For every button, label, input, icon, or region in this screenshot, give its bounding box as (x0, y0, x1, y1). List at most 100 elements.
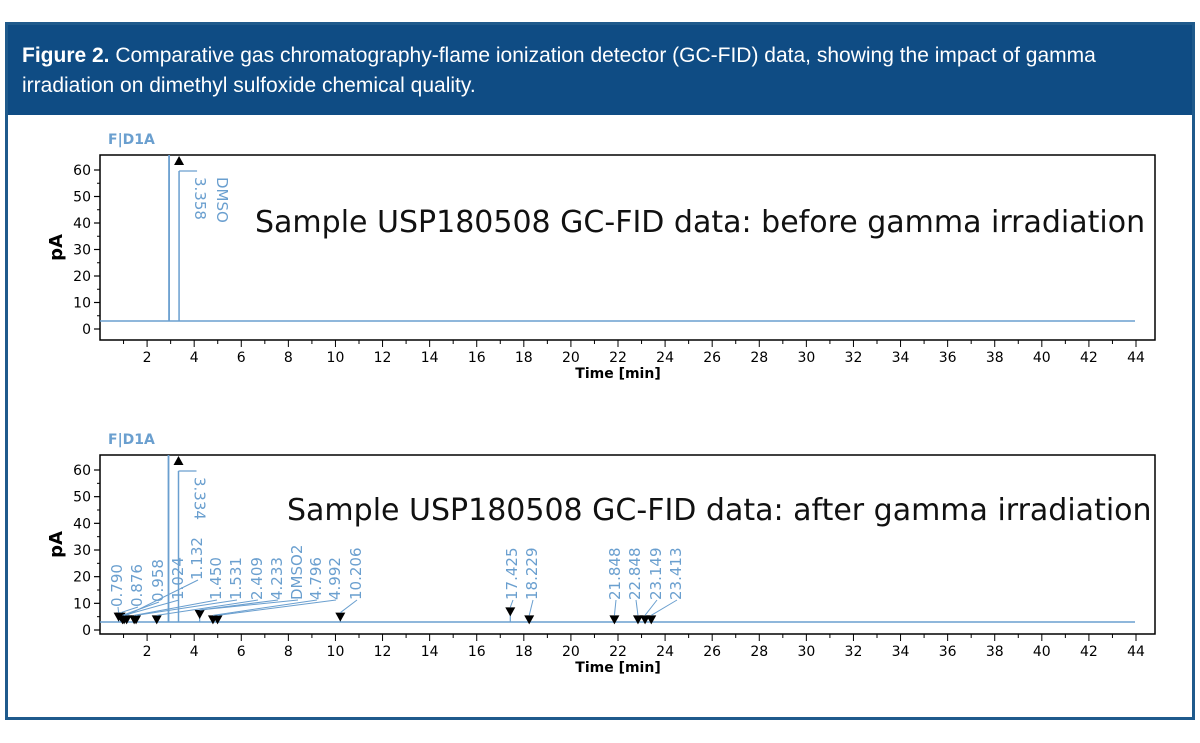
peak-marker (524, 615, 535, 625)
x-tick-label: 10 (327, 644, 345, 660)
y-tick-label: 20 (73, 269, 91, 285)
x-tick-label: 26 (703, 350, 721, 366)
y-tick-label: 10 (73, 296, 91, 312)
x-tick-label: 16 (468, 644, 486, 660)
label-leader (135, 599, 238, 616)
peak-marker (151, 615, 162, 625)
x-tick-label: 22 (609, 350, 627, 366)
y-tick-label: 50 (73, 490, 91, 506)
plot-frame (99, 454, 1156, 635)
x-tick-label: 8 (284, 350, 293, 366)
signal-label: F|D1A (108, 432, 155, 448)
x-tick-label: 6 (237, 644, 246, 660)
label-leader (156, 599, 259, 616)
x-tick-label: 44 (1127, 350, 1145, 366)
label-leader (613, 599, 617, 616)
figure-caption: Figure 2. Comparative gas chromatography… (8, 25, 1192, 115)
peak-label: 0.790 (108, 564, 126, 607)
peak-marker (121, 615, 132, 625)
peak-label: 0.958 (149, 559, 167, 602)
label-leader (509, 599, 514, 608)
peak-label: 21.848 (606, 548, 624, 601)
x-tick-label: 20 (562, 350, 580, 366)
x-tick-label: 2 (143, 350, 152, 366)
y-tick-label: 30 (73, 243, 91, 259)
peak-label: 10.206 (347, 548, 365, 601)
figure-frame: Figure 2. Comparative gas chromatography… (5, 22, 1195, 720)
peak-marker (173, 456, 184, 465)
label-leader (123, 599, 180, 616)
x-tick-label: 6 (237, 350, 246, 366)
x-tick-label: 30 (797, 644, 815, 660)
y-axis-title: pA (46, 234, 67, 261)
x-tick-label: 12 (374, 350, 392, 366)
label-leader (644, 599, 658, 616)
label-leader (528, 599, 534, 616)
x-tick-label: 14 (421, 644, 439, 660)
chart-annotation: Sample USP180508 GC-FID data: before gam… (255, 205, 1145, 240)
x-tick-label: 28 (750, 644, 768, 660)
x-tick-label: 10 (327, 350, 345, 366)
y-tick-label: 60 (73, 463, 91, 479)
x-tick-label: 28 (750, 350, 768, 366)
peak-marker (174, 156, 185, 165)
y-tick-label: 50 (73, 190, 91, 206)
peak-marker (335, 612, 346, 622)
peak-label: DMSO2 (288, 545, 306, 600)
x-tick-label: 36 (939, 644, 957, 660)
peak-marker (632, 615, 643, 625)
x-tick-label: 20 (562, 644, 580, 660)
x-tick-label: 34 (892, 350, 910, 366)
x-tick-label: 44 (1127, 644, 1145, 660)
figure-caption-text: Comparative gas chromatography-flame ion… (22, 44, 1096, 97)
peak-label: 1.024 (169, 557, 187, 600)
y-tick-label: 40 (73, 216, 91, 232)
peak-label: 1.132 (188, 537, 206, 580)
peak-label: DMSO (213, 177, 231, 223)
peak-marker (505, 607, 516, 617)
x-tick-label: 16 (468, 350, 486, 366)
x-tick-label: 36 (939, 350, 957, 366)
peak-label: 3.358 (191, 177, 209, 220)
label-leader (134, 599, 218, 616)
x-tick-label: 8 (284, 644, 293, 660)
y-tick-label: 0 (82, 322, 91, 338)
label-leader (120, 606, 139, 614)
x-tick-label: 2 (143, 644, 152, 660)
y-tick-label: 30 (73, 543, 91, 559)
x-tick-label: 42 (1080, 644, 1098, 660)
plot-frame (99, 154, 1156, 341)
x-tick-label: 30 (797, 350, 815, 366)
label-leader (117, 606, 120, 613)
x-tick-label: 4 (190, 644, 199, 660)
label-leader (651, 599, 678, 616)
y-tick-label: 20 (73, 570, 91, 586)
signal-label: F|D1A (108, 132, 155, 148)
x-tick-label: 38 (986, 350, 1004, 366)
x-tick-label: 40 (1033, 350, 1051, 366)
x-tick-label: 14 (421, 350, 439, 366)
x-tick-label: 34 (892, 644, 910, 660)
peak-label: 4.992 (326, 557, 344, 600)
peak-marker (609, 615, 620, 625)
x-tick-label: 12 (374, 644, 392, 660)
peak-label: 22.848 (626, 548, 644, 601)
x-tick-label: 4 (190, 350, 199, 366)
y-axis-title: pA (46, 531, 67, 558)
x-axis-title: Time [min] (575, 366, 660, 382)
peak-label: 18.229 (523, 548, 541, 601)
x-tick-label: 18 (515, 350, 533, 366)
y-tick-label: 40 (73, 516, 91, 532)
x-axis-title: Time [min] (575, 660, 660, 676)
label-leader (217, 599, 337, 616)
figure-label: Figure 2. (22, 44, 110, 67)
peak-label: 3.334 (191, 477, 209, 520)
x-tick-label: 32 (845, 644, 863, 660)
label-leader (126, 579, 199, 616)
peak-label: 1.531 (227, 557, 245, 600)
label-leader (212, 599, 318, 616)
chart-annotation: Sample USP180508 GC-FID data: after gamm… (287, 493, 1152, 528)
x-tick-label: 26 (703, 644, 721, 660)
